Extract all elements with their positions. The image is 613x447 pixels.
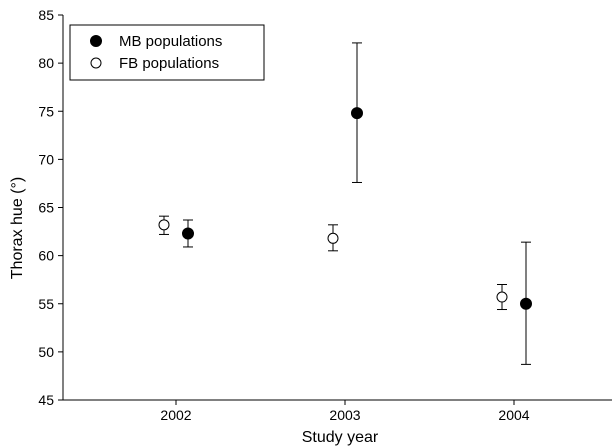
y-tick-label: 75 xyxy=(38,103,54,119)
y-tick-label: 80 xyxy=(38,55,54,71)
y-tick-label: 45 xyxy=(38,392,54,408)
data-point-mb xyxy=(182,227,194,240)
y-tick-label: 65 xyxy=(38,200,54,216)
y-tick-label: 85 xyxy=(38,7,54,23)
x-tick-label: 2002 xyxy=(160,407,191,423)
data-point-mb xyxy=(351,107,363,120)
legend-label-fb: FB populations xyxy=(119,55,219,72)
x-axis-ticks: 2002 2003 2004 xyxy=(160,400,530,423)
legend-marker-fb xyxy=(90,57,102,69)
data-point-fb xyxy=(327,232,339,244)
legend-label-mb: MB populations xyxy=(119,33,222,50)
legend: MB populations FB populations xyxy=(69,24,265,81)
y-tick-label: 50 xyxy=(38,344,54,360)
data-marks xyxy=(158,42,532,365)
legend-box xyxy=(69,24,265,81)
y-tick-label: 60 xyxy=(38,248,54,264)
x-tick-label: 2003 xyxy=(329,407,360,423)
x-tick-label: 2004 xyxy=(498,407,529,423)
data-point-fb xyxy=(158,219,170,231)
y-tick-label: 55 xyxy=(38,296,54,312)
data-point-fb xyxy=(496,291,508,303)
data-point-mb xyxy=(520,297,532,310)
y-axis-title: Thorax hue (°) xyxy=(9,177,26,279)
y-tick-label: 70 xyxy=(38,151,54,167)
legend-marker-mb xyxy=(90,35,102,47)
x-axis-title: Study year xyxy=(302,429,379,446)
y-axis-ticks: 45 50 55 60 65 70 75 80 85 xyxy=(38,7,63,408)
